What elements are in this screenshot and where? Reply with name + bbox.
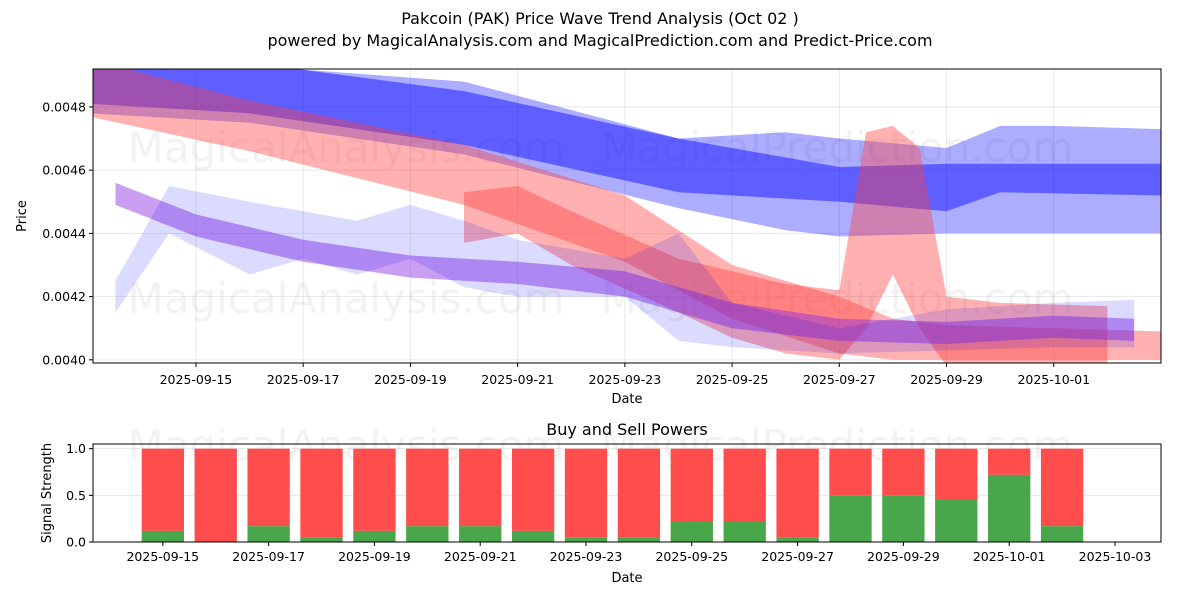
band-short-wave-purple [115, 182, 1135, 344]
sell-bar [935, 448, 978, 500]
price-y-label: Price [15, 200, 30, 232]
buy-sell-y-ticks: 0.0 0.5 1.0 [66, 441, 93, 550]
buy-bar [247, 526, 290, 542]
sell-bar [617, 448, 661, 538]
buy-bar [670, 521, 713, 542]
buy-sell-x-tick-label: 2025-09-19 [338, 549, 411, 564]
price-x-tick-label: 2025-09-17 [267, 372, 340, 387]
sell-bar [988, 448, 1031, 475]
band-short-wave-blue-zigzag [115, 186, 1135, 354]
band-red-long-band [93, 69, 1161, 360]
price-y-tick-label: 0.0046 [42, 163, 86, 178]
buy-sell-y-tick-label: 0.0 [66, 535, 86, 550]
buy-bar [141, 530, 184, 542]
sell-bar [141, 448, 184, 531]
price-x-tick-label: 2025-09-15 [160, 372, 233, 387]
watermark-analysis-mid: MagicalAnalysis.com [128, 274, 565, 323]
buy-bar [564, 537, 608, 542]
price-wave-chart: MagicalAnalysis.com MagicalPrediction.co… [15, 68, 1162, 407]
price-x-tick-label: 2025-09-19 [374, 372, 447, 387]
sell-bar [776, 448, 819, 538]
sell-bar [194, 448, 237, 542]
price-y-ticks: 0.0040 0.0042 0.0044 0.0046 0.0048 [42, 99, 93, 367]
sell-bar [829, 448, 872, 496]
chart-title: Pakcoin (PAK) Price Wave Trend Analysis … [401, 9, 799, 28]
price-x-tick-label: 2025-09-29 [910, 372, 983, 387]
buy-sell-y-tick-label: 1.0 [66, 441, 86, 456]
sell-bar [1040, 448, 1084, 527]
price-grid [93, 69, 1161, 363]
price-y-tick-label: 0.0040 [42, 352, 86, 367]
buy-sell-bars [141, 448, 1084, 542]
buy-sell-y-label: Signal Strength [40, 443, 55, 543]
sell-bar [882, 448, 925, 496]
watermark-prediction-top: MagicalPrediction.com [601, 123, 1074, 172]
price-x-tick-label: 2025-09-21 [481, 372, 554, 387]
sell-bar [564, 448, 608, 538]
buy-sell-x-tick-label: 2025-10-03 [1079, 549, 1152, 564]
price-axes-frame [92, 68, 1162, 364]
price-y-tick-label: 0.0048 [42, 99, 86, 114]
watermark-analysis-top: MagicalAnalysis.com [128, 123, 565, 172]
price-y-tick-label: 0.0044 [42, 226, 86, 241]
buy-sell-x-tick-label: 2025-09-17 [232, 549, 305, 564]
buy-bar [1040, 526, 1084, 542]
sell-bar [511, 448, 555, 531]
watermark-prediction-mid: MagicalPrediction.com [601, 274, 1074, 323]
buy-sell-x-tick-label: 2025-09-21 [444, 549, 517, 564]
price-x-tick-label: 2025-09-27 [803, 372, 876, 387]
sell-bar [406, 448, 449, 527]
sell-bar [247, 448, 290, 527]
price-bands [93, 69, 1161, 363]
sell-bar [459, 448, 502, 527]
buy-bar [353, 530, 396, 542]
sell-bar [723, 448, 766, 522]
price-x-tick-label: 2025-09-25 [696, 372, 769, 387]
buy-sell-x-ticks: 2025-09-15 2025-09-17 2025-09-19 2025-09-21… [126, 542, 1151, 564]
sell-bar [300, 448, 343, 538]
price-x-ticks: 2025-09-15 2025-09-17 2025-09-19 2025-09-21… [160, 363, 1090, 387]
buy-sell-title: Buy and Sell Powers [546, 420, 708, 439]
buy-sell-x-tick-label: 2025-10-01 [973, 549, 1046, 564]
chart-subtitle: powered by MagicalAnalysis.com and Magic… [267, 31, 933, 50]
buy-sell-x-label: Date [611, 571, 642, 586]
price-x-tick-label: 2025-09-23 [589, 372, 662, 387]
buy-bar [617, 537, 661, 542]
buy-bar [511, 530, 555, 542]
buy-sell-x-tick-label: 2025-09-29 [867, 549, 940, 564]
buy-sell-x-tick-label: 2025-09-23 [550, 549, 623, 564]
band-blue-long-band-outer [93, 69, 1161, 237]
buy-bar [988, 474, 1031, 542]
buy-sell-x-tick-label: 2025-09-27 [761, 549, 834, 564]
buy-sell-axes-frame [92, 443, 1162, 543]
buy-bar [300, 537, 343, 542]
buy-bar [829, 495, 872, 542]
band-blue-long-band-inner [93, 69, 1161, 212]
buy-sell-x-tick-label: 2025-09-25 [655, 549, 728, 564]
buy-sell-y-tick-label: 0.5 [66, 488, 86, 503]
buy-sell-chart: MagicalAnalysis.com MagicalPrediction.co… [40, 420, 1162, 586]
buy-bar [935, 500, 978, 542]
buy-bar [406, 526, 449, 542]
buy-bar [776, 537, 819, 542]
price-x-label: Date [611, 392, 642, 407]
price-x-tick-label: 2025-10-01 [1017, 372, 1090, 387]
buy-sell-x-tick-label: 2025-09-15 [126, 549, 199, 564]
buy-bar [882, 495, 925, 542]
buy-bar [723, 521, 766, 542]
price-y-tick-label: 0.0042 [42, 289, 86, 304]
sell-bar [670, 448, 713, 522]
band-red-spike-band [464, 125, 1108, 363]
sell-bar [353, 448, 396, 531]
buy-bar [459, 526, 502, 542]
